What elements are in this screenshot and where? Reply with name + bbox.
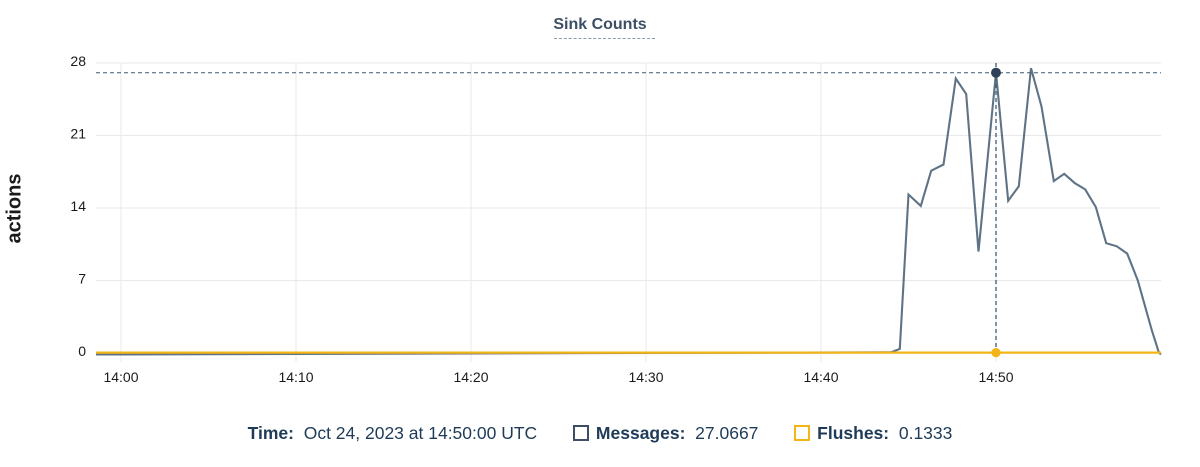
svg-text:21: 21 bbox=[70, 126, 86, 142]
svg-text:0: 0 bbox=[78, 343, 86, 359]
svg-text:14:10: 14:10 bbox=[278, 369, 313, 385]
svg-text:14:00: 14:00 bbox=[103, 369, 138, 385]
svg-text:7: 7 bbox=[78, 271, 86, 287]
svg-text:14:40: 14:40 bbox=[803, 369, 838, 385]
svg-text:28: 28 bbox=[70, 53, 86, 69]
svg-text:14:20: 14:20 bbox=[453, 369, 488, 385]
svg-text:14: 14 bbox=[70, 198, 86, 214]
svg-text:14:30: 14:30 bbox=[628, 369, 663, 385]
svg-text:14:50: 14:50 bbox=[978, 369, 1013, 385]
